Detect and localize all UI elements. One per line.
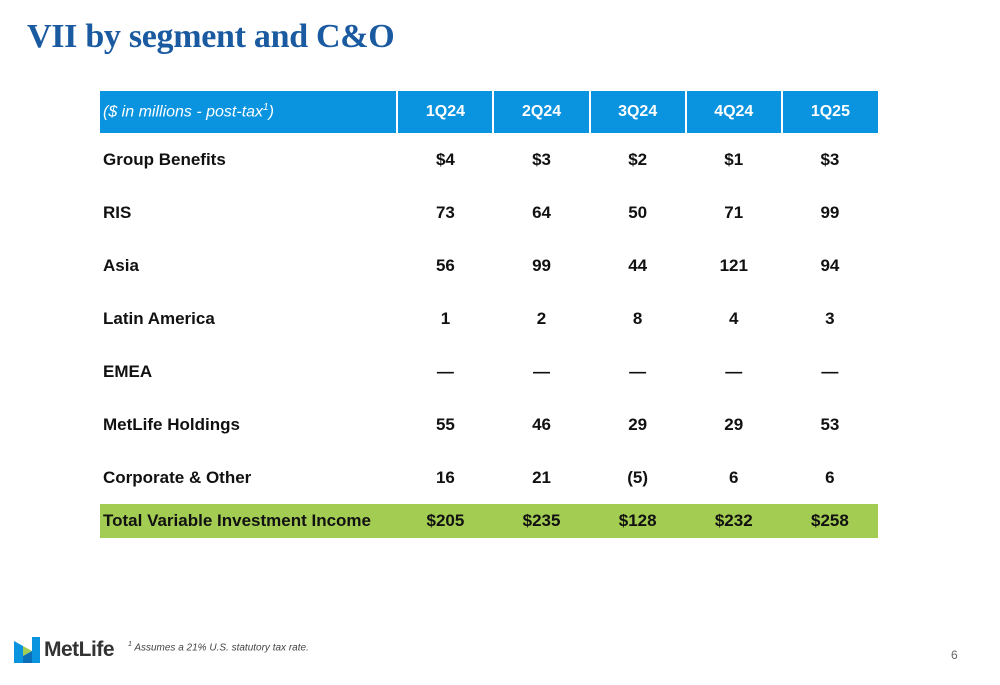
table-cell: 44 — [628, 255, 648, 275]
row-label: Group Benefits — [103, 149, 226, 169]
table-cell: $4 — [435, 149, 455, 169]
table-cell: 56 — [435, 255, 455, 275]
table-cell: $2 — [628, 149, 648, 169]
table-cell: 4 — [729, 308, 739, 328]
table-row: Asia 56 99 44 121 94 — [100, 239, 878, 292]
total-cell: $205 — [397, 504, 494, 538]
table-cell: $1 — [724, 149, 744, 169]
table-row: Latin America 1 2 8 4 3 — [100, 292, 878, 345]
table-row: Group Benefits $4 $3 $2 $1 $3 — [100, 133, 878, 186]
column-header: 1Q24 — [396, 91, 494, 133]
column-header: 1Q25 — [780, 91, 878, 133]
table-cell: 1 — [440, 308, 451, 328]
footnote: 1 Assumes a 21% U.S. statutory tax rate. — [128, 641, 309, 654]
table-cell: — — [436, 361, 454, 381]
table-cell: $3 — [820, 149, 840, 169]
table-cell: 46 — [532, 414, 551, 434]
column-header: 4Q24 — [684, 91, 782, 133]
header-units-label: ($ in millions - post-tax1) — [100, 91, 398, 133]
page-title: VII by segment and C&O — [27, 18, 395, 55]
logo-text: MetLife — [44, 638, 115, 661]
table-cell: 3 — [825, 308, 835, 328]
vii-table: ($ in millions - post-tax1) 1Q24 2Q24 3Q… — [100, 91, 878, 538]
table-cell: — — [533, 361, 551, 381]
table-cell: 99 — [820, 202, 840, 222]
table-cell: 16 — [435, 467, 455, 487]
table-cell: 6 — [825, 467, 835, 487]
table-cell: 99 — [532, 255, 551, 275]
metlife-logo: MetLife — [14, 637, 115, 663]
column-header: 3Q24 — [588, 91, 686, 133]
page-number: 6 — [951, 648, 958, 662]
metlife-m-icon — [14, 637, 40, 663]
column-header: 2Q24 — [492, 91, 590, 133]
table-cell: 29 — [628, 414, 648, 434]
total-label: Total Variable Investment Income — [100, 504, 398, 538]
table-cell: 71 — [724, 202, 744, 222]
table-cell: 50 — [628, 202, 648, 222]
table-cell: 121 — [719, 255, 748, 275]
table-cell: 6 — [729, 467, 739, 487]
table-cell: — — [725, 361, 743, 381]
row-label: Latin America — [103, 308, 215, 328]
total-cell: $258 — [781, 504, 878, 538]
table-cell: 55 — [435, 414, 455, 434]
total-cell: $128 — [589, 504, 686, 538]
table-cell: — — [821, 361, 839, 381]
row-label: RIS — [103, 202, 132, 222]
total-cell: $232 — [685, 504, 782, 538]
table-cell: 53 — [820, 414, 840, 434]
row-label: MetLife Holdings — [103, 414, 240, 434]
row-label: Asia — [103, 255, 139, 275]
table-row: RIS 73 64 50 71 99 — [100, 186, 878, 239]
table-cell: 94 — [820, 255, 840, 275]
table-row: Corporate & Other 16 21 (5) 6 6 — [100, 451, 878, 504]
row-label: Corporate & Other — [103, 467, 252, 487]
table-cell: 21 — [532, 467, 551, 487]
table-cell: 8 — [632, 308, 643, 328]
table-row: MetLife Holdings 55 46 29 29 53 — [100, 398, 878, 451]
table-cell: $3 — [532, 149, 551, 169]
table-row: EMEA — — — — — — [100, 345, 878, 398]
table-cell: 64 — [532, 202, 551, 222]
table-cell: 73 — [435, 202, 455, 222]
total-cell: $235 — [493, 504, 590, 538]
table-cell: (5) — [627, 467, 649, 487]
total-row: Total Variable Investment Income $205 $2… — [100, 504, 878, 538]
table-cell: — — [629, 361, 647, 381]
row-label: EMEA — [103, 361, 153, 381]
table-cell: 29 — [724, 414, 744, 434]
table-header-row: ($ in millions - post-tax1) 1Q24 2Q24 3Q… — [100, 91, 878, 133]
table-cell: 2 — [536, 308, 547, 328]
